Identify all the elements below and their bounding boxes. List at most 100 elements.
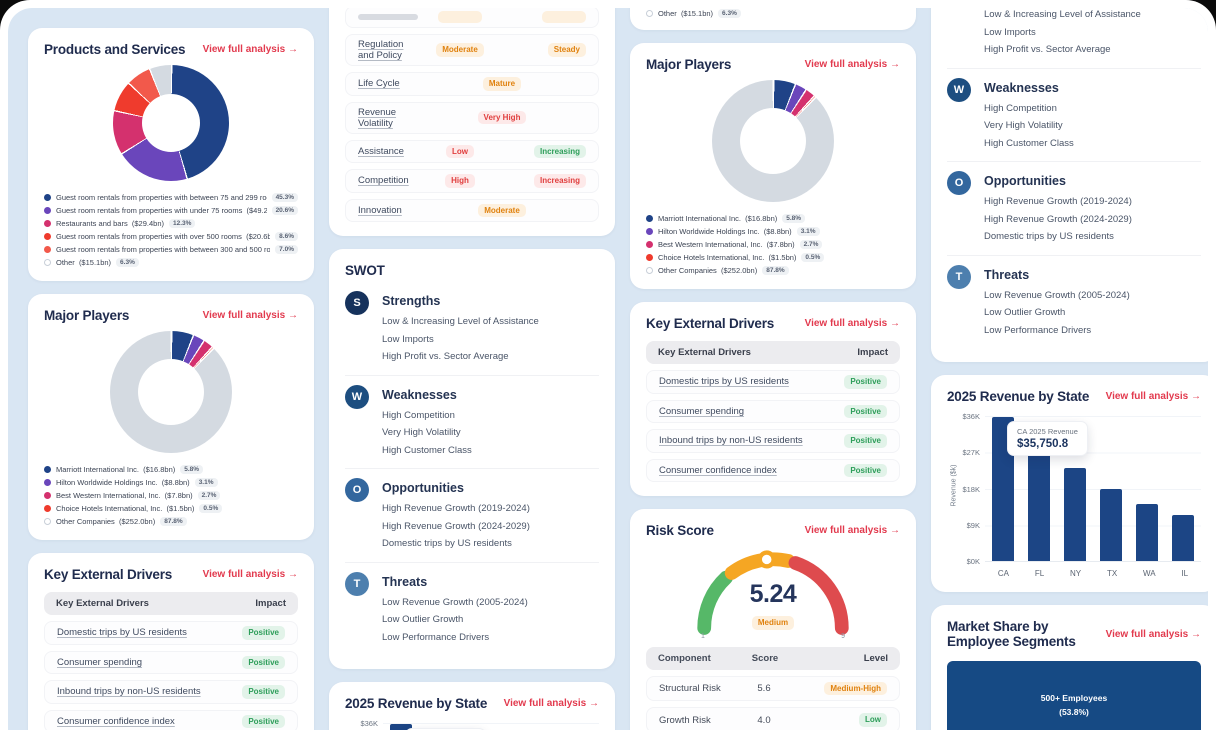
legend-label: Guest room rentals from properties with … [56,206,267,215]
driver-link[interactable]: Inbound trips by non-US residents [659,435,803,447]
view-full-analysis-link[interactable]: View full analysis → [203,310,298,321]
attribute-badge: High [445,174,475,188]
major-players-legend: Marriott International Inc. ($16.8bn) 5.… [44,465,298,526]
employee-segments-treemap: 500+ Employees (53.8%) 100-499 Employees… [947,661,1201,730]
badge-slot: Very High [418,110,586,125]
y-axis-tick: $18K [962,484,980,494]
gauge-scale-min: 1 [701,632,705,640]
attribute-link[interactable]: Assistance [358,145,404,157]
view-full-analysis-link[interactable]: View full analysis → [203,44,298,55]
legend-label: Other Companies ($252.0bn) [56,517,156,526]
legend-label: Choice Hotels International, Inc. ($1.5b… [56,504,195,513]
view-full-analysis-link[interactable]: View full analysis → [805,318,900,329]
x-axis-label: CA [997,569,1010,578]
bar[interactable] [1136,503,1158,561]
drivers-table-body: Domestic trips by US residents Positive … [646,370,900,483]
swot-item: High Customer Class [984,137,1074,149]
major-players-donut-chart[interactable] [712,80,834,202]
gauge-scale-max: 9 [841,632,845,640]
bars[interactable] [383,723,599,730]
y-axis-ticks: $36K$27K$18K$9K$0K [357,719,383,730]
major-players-donut-chart[interactable] [110,331,232,453]
arrow-right-icon: → [288,44,298,55]
risk-gauge: 5.24 Medium 1 9 [687,542,859,640]
view-full-analysis-link[interactable]: View full analysis → [504,698,599,709]
swot-section-title: Threats [382,574,428,589]
legend-item: Restaurants and bars ($29.4bn) 12.3% [44,219,298,228]
driver-link[interactable]: Consumer confidence index [57,716,175,728]
y-axis-tick: $9K [966,520,980,530]
link-label: View full analysis [804,318,888,329]
legend-color-dot [646,254,653,261]
view-full-analysis-link[interactable]: View full analysis → [805,525,900,536]
card-products-and-services: Products and Services View full analysis… [28,28,314,281]
legend-item: Marriott International Inc. ($16.8bn) 5.… [44,465,298,474]
swot-body: Weaknesses High Competition Very High Vol… [382,385,472,460]
attribute-link[interactable] [358,14,418,20]
legend-color-dot [44,194,51,201]
attribute-link[interactable]: Innovation [358,205,402,217]
card-title: Major Players [44,308,130,323]
attribute-badge: Steady [547,43,586,57]
bar[interactable] [1064,467,1086,561]
swot-item: High Profit vs. Sector Average [984,44,1111,55]
revenue-bar-chart: Revenue ($k) $36K $27K $18K $9K $0K CA 2025 … [947,412,1201,578]
swot-body: Strengths Low & Increasing Level of Assi… [382,291,539,366]
bar[interactable] [390,724,412,730]
legend-color-dot [44,518,51,525]
attribute-link[interactable]: Regulation and Policy [358,39,404,61]
view-full-analysis-link[interactable]: View full analysis → [1106,391,1201,402]
products-donut-chart[interactable] [113,65,229,181]
bar[interactable] [1172,514,1194,561]
attribute-row: Assistance Low Increasing [345,139,599,164]
attribute-link[interactable]: Life Cycle [358,78,400,90]
legend-pct-badge: 6.3% [116,258,139,267]
bars[interactable] [985,416,1201,562]
risk-table-header: Component Score Level [646,646,900,670]
attribute-link[interactable]: Competition [358,175,409,187]
view-full-analysis-link[interactable]: View full analysis → [1106,629,1201,640]
driver-row: Consumer spending Positive [44,650,298,675]
driver-row: Consumer confidence index Positive [44,709,298,730]
legend-item: Guest room rentals from properties with … [44,206,298,215]
swot-items: Low & Increasing Level of Assistance Low … [984,8,1141,59]
view-full-analysis-link[interactable]: View full analysis → [203,569,298,580]
legend-label: Marriott International Inc. ($16.8bn) [658,214,778,223]
driver-link[interactable]: Consumer spending [57,656,143,668]
badge-slot [502,11,586,23]
link-label: View full analysis [1105,628,1189,640]
swot-items: Low & Increasing Level of Assistance Low … [382,313,539,366]
badge-slot: Steady [502,43,586,57]
view-full-analysis-link[interactable]: View full analysis → [805,59,900,70]
header-impact: Impact [255,598,286,609]
badge-slot: Mature [418,77,586,91]
bar[interactable] [1100,488,1122,561]
x-axis-label: FL [1034,569,1045,578]
attribute-badge: Increasing [533,144,586,159]
swot-items: High Revenue Growth (2019-2024) High Reve… [382,500,530,553]
legend-label: Marriott International Inc. ($16.8bn) [56,465,176,474]
driver-link[interactable]: Consumer spending [659,405,745,417]
driver-link[interactable]: Domestic trips by US residents [659,376,789,388]
card-industry-attributes: Regulation and Policy Moderate Steady Lif… [329,8,615,237]
swot-item: Low & Increasing Level of Assistance [984,9,1141,20]
card-title: Products and Services [44,42,186,57]
attribute-link[interactable]: Revenue Volatility [358,106,397,129]
impact-badge: Positive [844,434,887,448]
driver-link[interactable]: Domestic trips by US residents [57,627,187,639]
legend-color-dot [646,10,653,17]
swot-item: Low Outlier Growth [382,614,464,626]
driver-link[interactable]: Consumer confidence index [659,465,777,477]
attribute-row: Life Cycle Mature [345,72,599,96]
card-title: Market Share by Employee Segments [947,619,1076,649]
driver-link[interactable]: Inbound trips by non-US residents [57,686,201,698]
swot-section-title: Weaknesses [984,80,1059,95]
treemap-segment-500plus[interactable]: 500+ Employees (53.8%) [947,661,1201,730]
bar[interactable] [1028,448,1050,561]
swot-item: High Competition [382,409,455,421]
legend-item: Best Western International, Inc. ($7.8bn… [44,491,298,500]
legend-color-dot [646,241,653,248]
arrow-right-icon: → [1191,628,1201,640]
y-axis-tick: $0K [966,557,980,566]
